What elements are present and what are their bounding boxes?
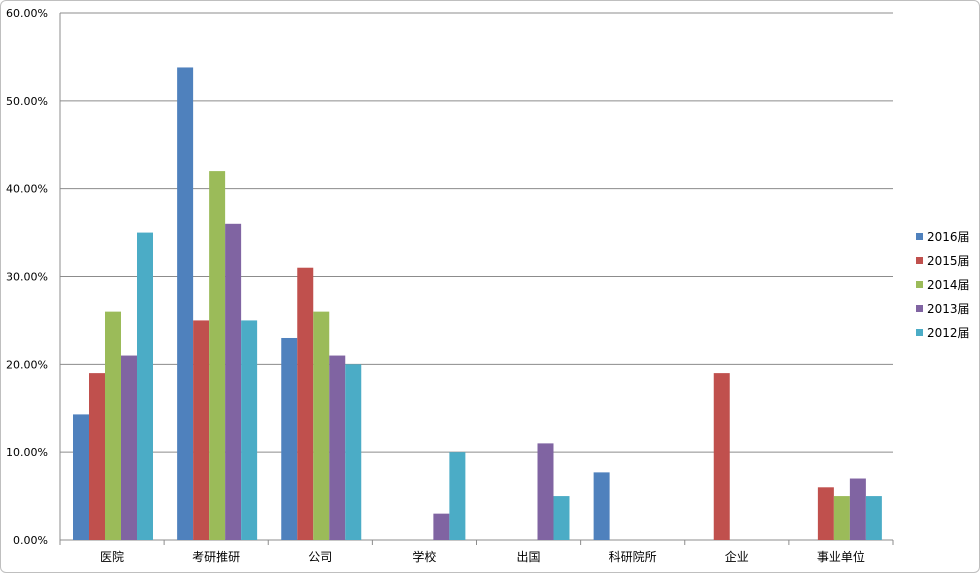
bar xyxy=(241,320,258,540)
bar xyxy=(449,452,466,540)
bar xyxy=(713,373,730,540)
bar xyxy=(297,267,314,540)
bar xyxy=(329,355,346,540)
y-tick-label: 10.00% xyxy=(6,446,48,459)
bar xyxy=(593,472,610,540)
bar xyxy=(193,320,210,540)
bar xyxy=(833,496,850,540)
legend-label: 2012届 xyxy=(927,326,970,340)
x-tick-label: 医院 xyxy=(100,550,124,564)
x-tick-label: 科研院所 xyxy=(609,550,657,564)
x-tick-label: 事业单位 xyxy=(817,549,865,564)
bar xyxy=(313,311,330,540)
bar xyxy=(177,67,194,540)
legend-swatch xyxy=(916,281,923,288)
bar xyxy=(281,337,298,540)
bar xyxy=(137,232,153,541)
bar xyxy=(89,373,105,540)
y-tick-label: 20.00% xyxy=(6,358,48,371)
legend-swatch xyxy=(916,257,923,264)
legend-swatch xyxy=(916,305,923,312)
legend-swatch xyxy=(916,329,923,336)
legend-label: 2015届 xyxy=(927,254,970,268)
y-tick-label: 50.00% xyxy=(6,95,48,108)
legend-label: 2014届 xyxy=(927,278,970,292)
legend-label: 2016届 xyxy=(927,230,970,244)
bar xyxy=(225,223,242,541)
bar xyxy=(433,513,450,540)
x-tick-label: 企业 xyxy=(725,549,749,564)
y-tick-label: 60.00% xyxy=(6,7,48,20)
bar xyxy=(121,355,137,540)
bar xyxy=(817,487,834,540)
x-tick-label: 考研推研 xyxy=(192,550,240,564)
bar xyxy=(345,364,362,540)
y-tick-label: 40.00% xyxy=(6,183,48,196)
bar xyxy=(553,496,570,540)
y-tick-label: 0.00% xyxy=(13,534,48,547)
bar xyxy=(73,414,89,540)
x-tick-label: 公司 xyxy=(308,550,332,564)
x-tick-label: 学校 xyxy=(412,549,436,564)
bar xyxy=(865,496,882,540)
x-tick-label: 出国 xyxy=(517,550,541,564)
bar xyxy=(209,171,226,540)
legend-swatch xyxy=(916,233,923,240)
bar xyxy=(849,478,866,540)
y-tick-label: 30.00% xyxy=(6,271,48,284)
bar xyxy=(537,443,554,540)
bar xyxy=(105,311,121,540)
legend-label: 2013届 xyxy=(927,302,970,316)
